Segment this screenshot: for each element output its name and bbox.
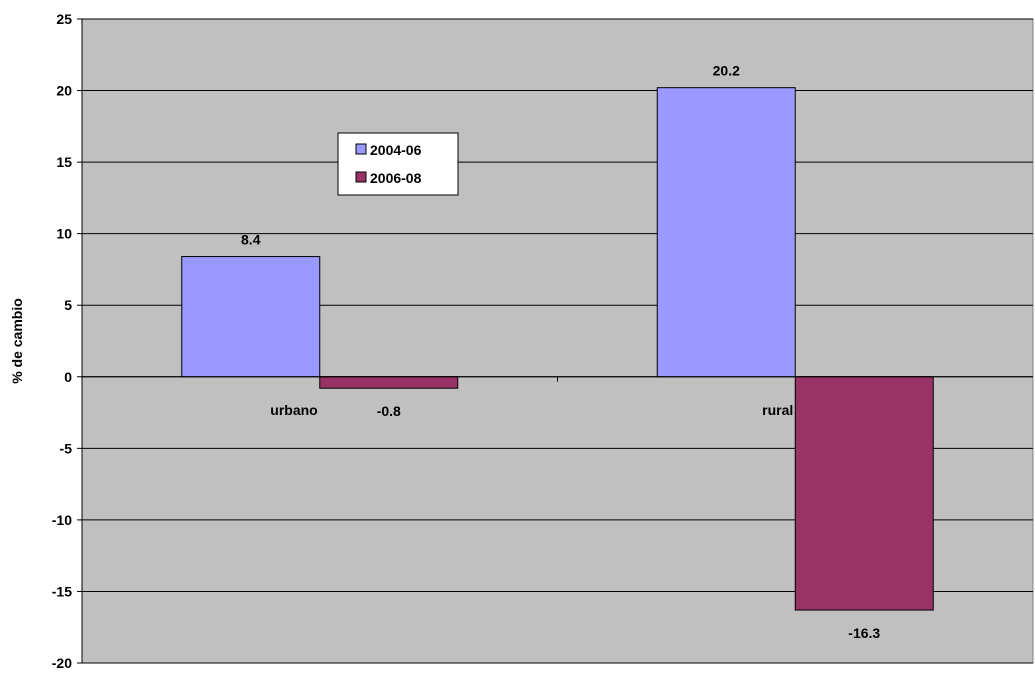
bar-2006-08-urbano bbox=[319, 376, 459, 389]
legend: 2004-06 2006-08 bbox=[337, 132, 459, 196]
data-label: -16.3 bbox=[848, 625, 880, 641]
y-tick-label: 5 bbox=[64, 297, 72, 313]
y-tick-label: -15 bbox=[52, 583, 72, 599]
y-tick-labels: 25 20 15 10 5 0 -5 -10 -15 -20 bbox=[52, 11, 72, 671]
data-labels: 8.4 20.2 -0.8 -16.3 bbox=[241, 63, 880, 641]
y-tick-label: -5 bbox=[60, 440, 73, 456]
legend-label-2006-08: 2006-08 bbox=[370, 170, 422, 186]
legend-box bbox=[337, 132, 459, 196]
data-label: -0.8 bbox=[377, 403, 401, 419]
category-labels: urbano rural bbox=[270, 402, 793, 418]
legend-swatch-2006-08 bbox=[355, 171, 367, 183]
bar-2006-08-rural bbox=[794, 376, 934, 611]
data-label: 8.4 bbox=[241, 232, 261, 248]
legend-label-2004-06: 2004-06 bbox=[370, 142, 422, 158]
y-tick-label: 20 bbox=[56, 83, 72, 99]
y-axis-title: % de cambio bbox=[9, 298, 25, 384]
y-tick-label: 0 bbox=[64, 369, 72, 385]
bar-2004-06-rural bbox=[656, 87, 796, 378]
y-tick-label: 15 bbox=[56, 154, 72, 170]
y-tick-label: -10 bbox=[52, 512, 72, 528]
category-label-rural: rural bbox=[762, 402, 793, 418]
bar-2004-06-urbano bbox=[181, 256, 321, 378]
legend-swatch-2004-06 bbox=[355, 143, 367, 155]
y-tick-label: -20 bbox=[52, 655, 72, 671]
y-tick-label: 10 bbox=[56, 226, 72, 242]
axes bbox=[77, 18, 1033, 664]
category-label-urbano: urbano bbox=[270, 402, 317, 418]
data-label: 20.2 bbox=[713, 63, 740, 79]
y-tick-label: 25 bbox=[56, 11, 72, 27]
